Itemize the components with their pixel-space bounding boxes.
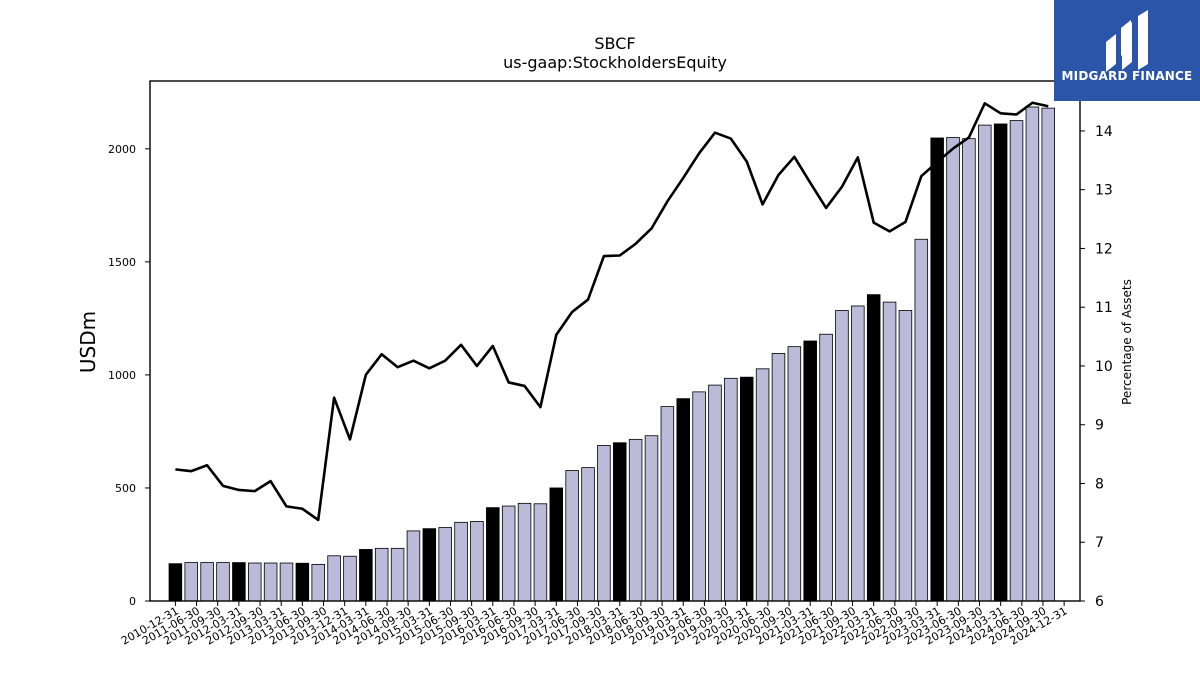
bar (311, 563, 325, 602)
bar (1041, 107, 1056, 602)
bar (819, 333, 833, 602)
bar (549, 487, 564, 602)
bar (978, 124, 992, 602)
bar (422, 528, 437, 602)
y-axis-right-label: Percentage of Assets (1120, 279, 1134, 405)
bar (533, 503, 548, 602)
bar (771, 353, 786, 602)
bar (946, 137, 960, 602)
bar (866, 294, 881, 602)
bar (470, 521, 484, 602)
y-right-tick-label: 10 (1095, 359, 1113, 375)
bar (1025, 106, 1040, 602)
axes: 0 500 1000 1500 2000 6 7 8 9 10 11 12 13 14 (108, 80, 1113, 610)
y-right-tick-label: 8 (1095, 476, 1104, 492)
y-right-tick-label: 14 (1095, 124, 1113, 140)
bar (486, 507, 500, 602)
y-left-tick-label: 2000 (108, 143, 136, 156)
y-right-tick-label: 9 (1095, 418, 1104, 434)
bar (343, 555, 357, 602)
bar (565, 470, 579, 602)
logo-mark-icon (1106, 10, 1148, 72)
bar (882, 301, 897, 602)
midgard-finance-logo: MIDGARD FINANCE (1054, 0, 1200, 101)
bar (279, 562, 294, 602)
bar (247, 562, 262, 602)
bar (708, 384, 722, 602)
y-axis-left-label: USDm (76, 311, 100, 373)
y-right-tick-label: 6 (1095, 594, 1104, 610)
bar (613, 442, 627, 602)
logo-text: MIDGARD FINANCE (1061, 69, 1193, 83)
bar (454, 521, 468, 602)
bar (755, 368, 770, 602)
bar (232, 562, 246, 602)
plot-frame (149, 80, 1081, 602)
bar (724, 377, 738, 602)
bar-series (168, 106, 1056, 602)
y-right-tick-label: 7 (1095, 535, 1104, 551)
y-right-tick-label: 11 (1095, 300, 1113, 316)
bar (993, 123, 1008, 602)
bar (390, 547, 405, 602)
bar (787, 346, 802, 602)
y-left-tick-label: 500 (115, 482, 136, 495)
bar (676, 398, 690, 602)
y-left-tick-label: 1500 (108, 256, 136, 269)
x-tick-labels: 2010-12-312011-06-302011-09-302012-03-31… (119, 601, 1070, 648)
bar (406, 530, 421, 602)
bar (898, 310, 913, 602)
bar (359, 549, 373, 602)
bar (216, 562, 230, 602)
chart-subtitle: us-gaap:StockholdersEquity (503, 53, 727, 72)
bar (962, 138, 976, 602)
bar (1009, 120, 1024, 602)
bar (327, 555, 341, 602)
bar (517, 502, 532, 602)
y-left-tick-label: 1000 (108, 369, 136, 382)
bar (438, 527, 452, 602)
bar (628, 438, 643, 602)
chart-title: SBCF (594, 34, 635, 53)
bar (374, 547, 389, 602)
bar (660, 406, 675, 602)
line-series (175, 101, 1049, 522)
y-right-tick-label: 12 (1095, 241, 1113, 257)
y-left-tick-label: 0 (129, 595, 136, 608)
bar (295, 562, 310, 602)
bar (597, 445, 611, 602)
bar (200, 562, 214, 602)
bar (501, 505, 516, 602)
bar (184, 562, 199, 602)
bar (644, 435, 659, 602)
bar (930, 137, 944, 602)
y-right-tick-label: 13 (1095, 183, 1113, 199)
bar (581, 467, 595, 602)
bar (803, 340, 817, 602)
bar (739, 376, 754, 602)
percentage-line (175, 101, 1049, 522)
bar (851, 305, 865, 602)
bar (914, 238, 929, 602)
bar (835, 310, 849, 602)
bar (168, 563, 183, 602)
bar (692, 391, 706, 602)
bar (263, 562, 278, 602)
